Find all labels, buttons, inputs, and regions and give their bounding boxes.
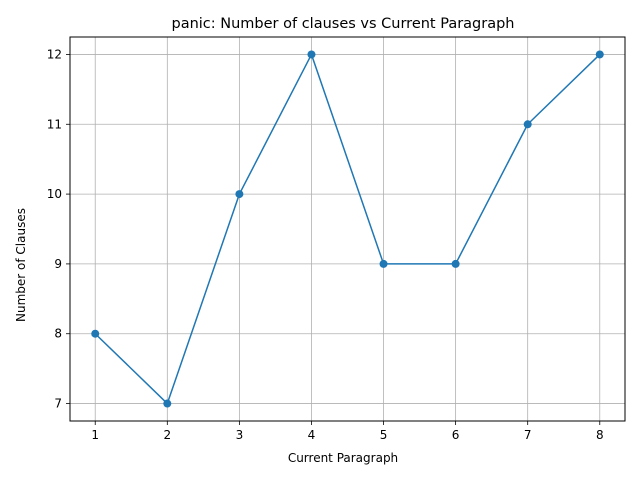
data-point bbox=[91, 329, 100, 338]
chart-title: panic: Number of clauses vs Current Para… bbox=[171, 16, 514, 32]
data-point bbox=[307, 50, 316, 59]
series-group bbox=[91, 50, 604, 408]
y-tick-label: 11 bbox=[47, 117, 62, 131]
data-point bbox=[451, 259, 460, 268]
x-tick-label: 6 bbox=[452, 428, 460, 442]
x-tick-label: 1 bbox=[91, 428, 99, 442]
data-point bbox=[595, 50, 604, 59]
x-tick-label: 5 bbox=[380, 428, 388, 442]
x-tick-label: 4 bbox=[308, 428, 316, 442]
data-point bbox=[235, 190, 244, 199]
y-ticks: 7 8 9 10 11 12 bbox=[47, 47, 70, 411]
y-tick-label: 9 bbox=[54, 257, 62, 271]
y-tick-label: 8 bbox=[54, 327, 62, 341]
x-axis-label: Current Paragraph bbox=[288, 451, 398, 465]
data-point bbox=[523, 120, 532, 129]
data-point bbox=[379, 259, 388, 268]
y-tick-label: 12 bbox=[47, 47, 62, 61]
y-axis-label: Number of Clauses bbox=[14, 208, 28, 322]
x-tick-label: 7 bbox=[524, 428, 532, 442]
y-tick-label: 10 bbox=[47, 187, 62, 201]
axes-box bbox=[69, 36, 626, 422]
data-point bbox=[163, 399, 172, 408]
plot-area-frame bbox=[69, 36, 626, 422]
x-tick-label: 8 bbox=[596, 428, 604, 442]
x-ticks: 1 2 3 4 5 6 7 8 bbox=[91, 421, 604, 442]
x-tick-label: 2 bbox=[163, 428, 171, 442]
series-line bbox=[94, 53, 601, 405]
y-tick-label: 7 bbox=[54, 397, 62, 411]
x-tick-label: 3 bbox=[236, 428, 244, 442]
grid-lines bbox=[70, 37, 625, 421]
